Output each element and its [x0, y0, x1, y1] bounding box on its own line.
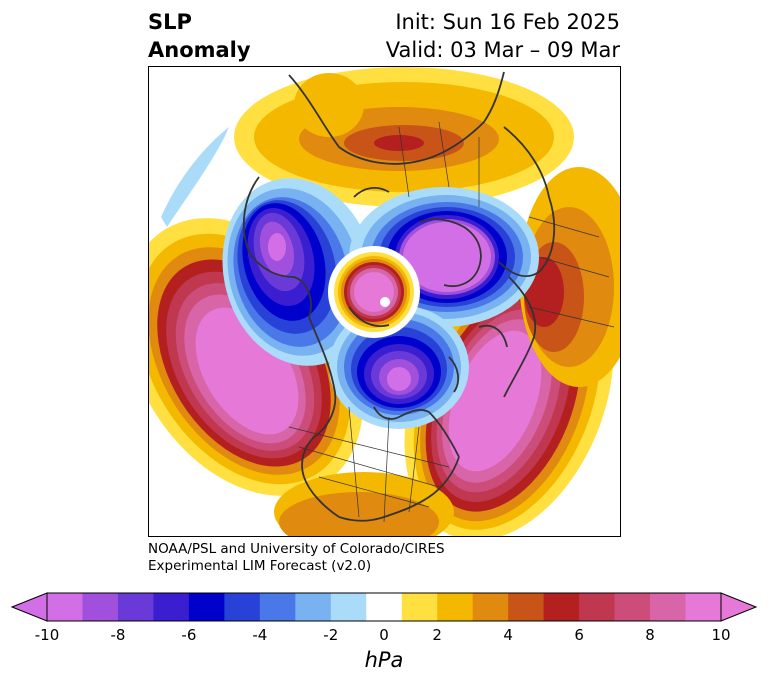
- colorbar-segment: [472, 593, 509, 621]
- colorbar-segment: [685, 593, 722, 621]
- colorbar-units: hPa: [364, 648, 404, 672]
- title-variable-line1: SLP: [148, 10, 192, 34]
- colorbar-segment: [295, 593, 332, 621]
- colorbar-segment: [543, 593, 580, 621]
- colorbar: [10, 592, 758, 622]
- colorbar-tick-label: 6: [574, 626, 584, 644]
- political-borders: [288, 121, 615, 523]
- colorbar-frame: [46, 592, 722, 622]
- colorbar-segment: [259, 593, 296, 621]
- init-date: Init: Sun 16 Feb 2025: [395, 10, 620, 34]
- colorbar-segment: [508, 593, 545, 621]
- coastlines: [242, 71, 556, 522]
- colorbar-segment: [47, 593, 83, 621]
- colorbar-over-arrow: [720, 592, 758, 622]
- colorbar-segment: [224, 593, 261, 621]
- colorbar-tick-label: 0: [379, 626, 389, 644]
- colorbar-tick-label: -6: [181, 626, 197, 644]
- slp-anomaly-map: [148, 66, 621, 537]
- negative-anomaly-siberia-bering: [222, 178, 376, 366]
- colorbar-segment: [117, 593, 154, 621]
- colorbar-tick-label: -10: [34, 626, 60, 644]
- colorbar-segment: [188, 593, 225, 621]
- colorbar-segment: [330, 593, 367, 621]
- colorbar-segment: [614, 593, 651, 621]
- valid-date-range: Valid: 03 Mar – 09 Mar: [385, 38, 620, 62]
- credit-text: NOAA/PSL and University of Colorado/CIRE…: [148, 541, 445, 575]
- colorbar-segment: [401, 593, 438, 621]
- negative-anomaly-subtropical-pacific: [161, 127, 229, 227]
- colorbar-segment: [579, 593, 616, 621]
- colorbar-tick-label: 2: [432, 626, 442, 644]
- colorbar-segment: [153, 593, 190, 621]
- colorbar-segments: [10, 592, 758, 622]
- colorbar-under-arrow: [10, 592, 48, 622]
- colorbar-tick-label: 10: [711, 626, 731, 644]
- map-title: SLP Anomaly: [148, 8, 251, 64]
- negative-anomaly-canada: [329, 305, 469, 429]
- positive-anomaly-eurasia: [234, 67, 620, 387]
- colorbar-segment: [82, 593, 119, 621]
- credit-line2: Experimental LIM Forecast (v2.0): [148, 558, 372, 574]
- credit-line1: NOAA/PSL and University of Colorado/CIRE…: [148, 541, 445, 557]
- colorbar-segment: [366, 593, 403, 621]
- forecast-dates: Init: Sun 16 Feb 2025 Valid: 03 Mar – 09…: [386, 8, 620, 64]
- colorbar-tick-label: -2: [323, 626, 339, 644]
- colorbar-tick-label: -8: [110, 626, 126, 644]
- colorbar-segment: [437, 593, 474, 621]
- title-variable-line2: Anomaly: [148, 38, 251, 62]
- map-canvas: [149, 67, 620, 536]
- colorbar-segment: [650, 593, 687, 621]
- colorbar-tick-label: 8: [645, 626, 655, 644]
- colorbar-tick-label: 4: [503, 626, 513, 644]
- positive-anomaly-central-arctic: [328, 246, 420, 338]
- colorbar-tick-label: -4: [252, 626, 268, 644]
